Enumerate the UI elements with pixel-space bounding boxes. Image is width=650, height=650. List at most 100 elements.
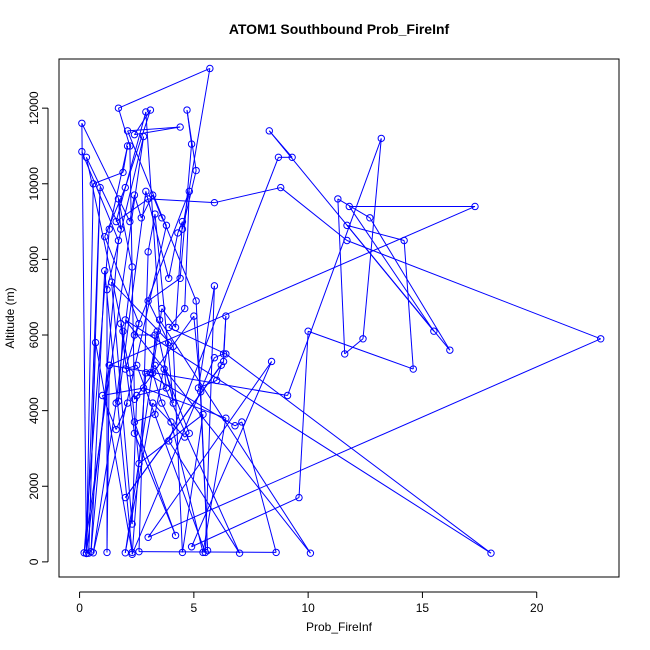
series-segment <box>136 365 206 553</box>
data-point <box>126 369 134 377</box>
series-segment <box>104 187 126 237</box>
data-point <box>149 369 157 377</box>
data-point <box>144 248 152 256</box>
series-segment <box>168 326 227 355</box>
data-point <box>231 422 239 430</box>
series-segment <box>175 221 183 328</box>
series-segment <box>181 414 204 553</box>
data-point <box>137 214 145 222</box>
series-segment <box>170 421 204 553</box>
data-point <box>121 365 129 373</box>
series-segment <box>154 213 174 404</box>
data-point <box>409 365 417 373</box>
series-segment <box>115 266 133 404</box>
data-point <box>181 433 189 441</box>
data-point <box>133 361 141 369</box>
data-point <box>185 429 193 438</box>
series-segment <box>168 232 179 279</box>
data-point <box>165 437 173 445</box>
series-segment <box>148 198 215 204</box>
series-segment <box>195 300 209 551</box>
data-point <box>121 549 129 557</box>
data-point <box>112 399 120 407</box>
data-point <box>210 282 219 290</box>
series-segment <box>129 372 140 464</box>
data-point <box>158 304 166 313</box>
x-tick-label: 10 <box>301 601 315 615</box>
data-point <box>105 225 113 233</box>
data-point <box>151 331 159 339</box>
series-segment <box>101 395 117 430</box>
series-segment <box>191 497 300 548</box>
series-segment <box>138 251 149 552</box>
data-point <box>89 180 97 188</box>
data-point <box>176 123 184 131</box>
data-point <box>377 134 385 143</box>
data-point <box>167 418 175 426</box>
series-segment <box>234 421 243 427</box>
data-point <box>343 236 351 245</box>
data-point <box>165 274 173 282</box>
data-point <box>199 548 207 557</box>
data-point <box>265 127 273 135</box>
data-point <box>123 127 132 135</box>
series-segment <box>362 138 382 339</box>
data-point <box>222 350 230 358</box>
data-point <box>222 312 230 320</box>
y-tick-label: 8000 <box>27 246 41 273</box>
data-point <box>105 361 113 369</box>
y-axis: 0 2000 4000 6000 8000 10000 12000 <box>27 91 49 565</box>
series-segment <box>204 285 215 553</box>
series-segment <box>131 395 138 525</box>
data-point <box>446 346 454 354</box>
series-segment <box>337 198 346 354</box>
series-segment <box>106 365 110 553</box>
series-segment <box>118 67 211 109</box>
data-point <box>128 520 136 528</box>
data-point <box>96 183 104 192</box>
series-segment <box>154 365 241 554</box>
data-point <box>91 338 100 347</box>
series-segment <box>129 195 135 222</box>
data-point <box>219 350 228 358</box>
data-point <box>334 195 342 203</box>
data-point <box>158 399 166 407</box>
data-point <box>192 297 200 305</box>
x-axis: 0 5 10 15 20 <box>76 591 544 615</box>
series-segment <box>214 187 281 204</box>
series-segment <box>83 229 110 553</box>
data-point <box>151 410 159 419</box>
data-point <box>288 153 296 162</box>
data-point <box>121 493 129 502</box>
y-tick-label: 12000 <box>27 91 41 125</box>
series-segment <box>127 126 181 132</box>
data-point <box>128 263 136 271</box>
series-segment <box>115 111 147 222</box>
series-segment <box>124 319 311 554</box>
data-point <box>274 153 283 162</box>
data-point <box>119 168 127 177</box>
y-tick-label: 6000 <box>27 321 41 348</box>
series-segment <box>111 282 133 525</box>
series-segment <box>117 108 131 147</box>
data-point <box>213 376 221 385</box>
series-segment <box>159 319 311 554</box>
data-point <box>222 414 230 422</box>
series-segment <box>109 206 476 366</box>
data-point <box>210 198 219 207</box>
series-segment <box>143 387 227 419</box>
data-point <box>197 388 205 396</box>
data-point <box>130 191 139 199</box>
y-tick-label: 0 <box>27 558 41 565</box>
data-point <box>210 354 219 362</box>
chart-title: ATOM1 Southbound Prob_FireInf <box>229 21 450 37</box>
plot-area-frame <box>58 58 620 578</box>
series-segment <box>147 338 601 538</box>
data-point <box>178 217 187 226</box>
y-axis-label: Altitude (m) <box>3 287 17 348</box>
series-segment <box>115 198 149 222</box>
series-segment <box>298 331 309 498</box>
series-segment <box>223 316 227 354</box>
